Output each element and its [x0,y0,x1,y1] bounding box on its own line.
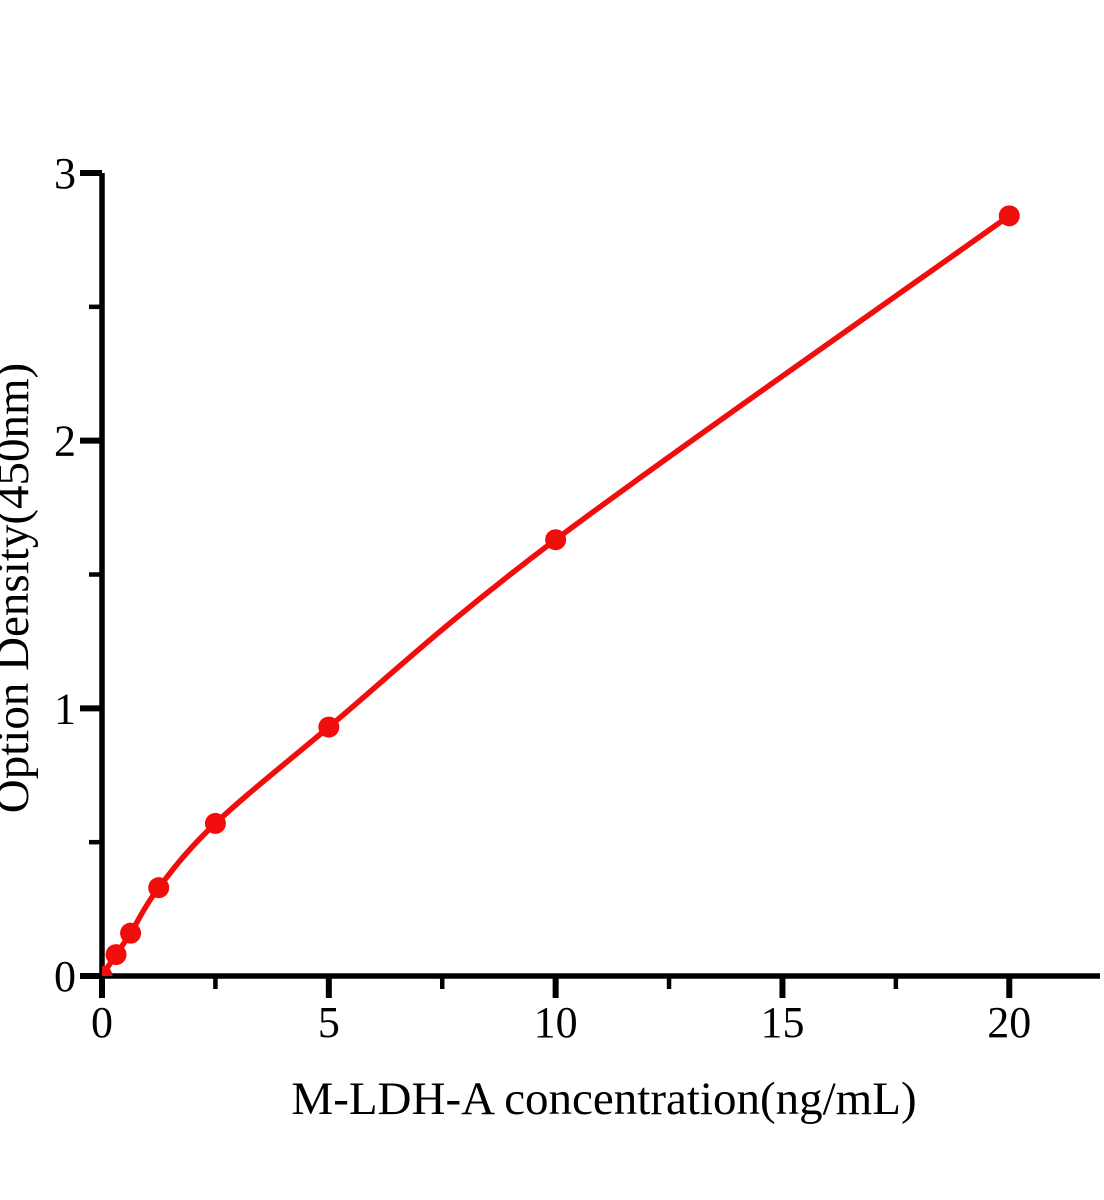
x-axis-tick-label: 0 [91,998,113,1047]
data-point-marker [148,877,170,899]
data-point-marker [545,529,567,551]
y-axis-title: Option Density(450nm) [0,363,39,813]
data-point-marker [105,944,127,966]
standard-curve-line [102,213,1011,976]
data-point-marker [318,716,340,738]
axes-layer: 0 5 10 15 20 0 1 2 3 [54,149,1100,1047]
data-point-marker [120,922,142,944]
y-axis-tick-label: 2 [54,417,76,466]
x-axis-tick-label: 10 [534,998,578,1047]
y-axis-tick-label: 1 [54,684,76,733]
y-axis-tick-label: 0 [54,952,76,1001]
x-axis-title: M-LDH-A concentration(ng/mL) [291,1073,916,1125]
data-point-marker [998,205,1020,227]
x-axis-tick-label: 20 [987,998,1031,1047]
data-series-layer [102,205,1020,976]
y-axis-tick-label: 3 [54,149,76,198]
x-axis-tick-label: 15 [760,998,804,1047]
x-axis-tick-label: 5 [318,998,340,1047]
data-point-marker-origin [102,965,113,976]
data-point-marker [204,812,226,834]
